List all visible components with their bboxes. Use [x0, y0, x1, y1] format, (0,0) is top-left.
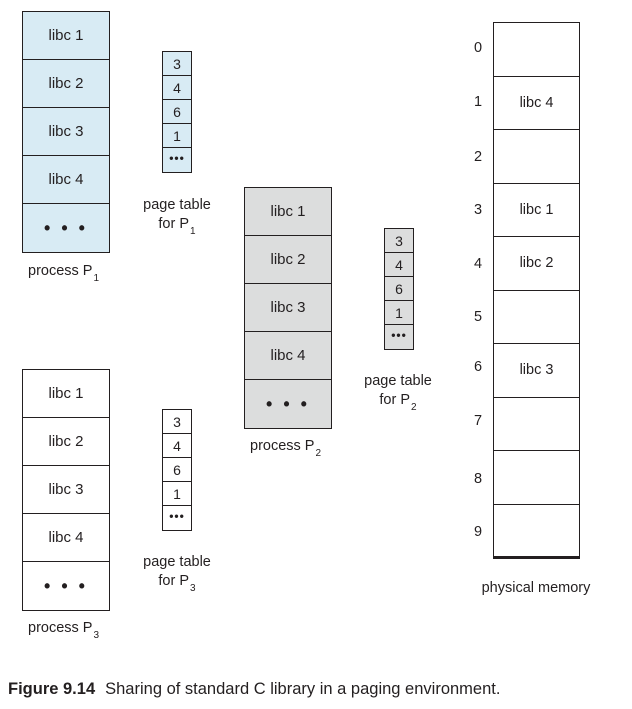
page-table-entry: 4 [163, 76, 191, 100]
process-p1-label: process P1 [28, 263, 100, 284]
process-p3-page-2: libc 3 [23, 466, 109, 514]
frame-number: 6 [473, 359, 483, 375]
process-p1-page-1: libc 2 [23, 60, 109, 108]
page-table-entry: 6 [163, 100, 191, 124]
process-p1-block: libc 1 libc 2 libc 3 libc 4 • • • [22, 11, 110, 253]
process-p2-block: libc 1 libc 2 libc 3 libc 4 • • • [244, 187, 332, 429]
page-table-entry: 4 [163, 434, 191, 458]
page-table-entry: 3 [163, 410, 191, 434]
process-p2-ellipsis: • • • [266, 393, 310, 414]
memory-frame-0 [494, 23, 579, 77]
frame-number: 3 [473, 202, 483, 218]
physical-memory-bottom-edge [493, 556, 580, 558]
process-p1-ellipsis: • • • [44, 217, 88, 238]
process-p1-page-0: libc 1 [23, 12, 109, 60]
process-label-text: process [250, 438, 301, 454]
process-label-text: process [28, 620, 79, 636]
memory-frame-8 [494, 451, 579, 505]
page-table-entry: 3 [163, 52, 191, 76]
frame-number: 4 [473, 256, 483, 272]
memory-frame-3: libc 1 [494, 184, 579, 237]
frame-number: 7 [473, 413, 483, 429]
page-table-ellipsis: ••• [169, 509, 185, 523]
page-table-caption-line1: page table [143, 197, 211, 213]
frame-number: 9 [473, 524, 483, 540]
process-p2-page-3: libc 4 [245, 332, 331, 380]
memory-frame-6: libc 3 [494, 344, 579, 398]
page-table-p1: 3 4 6 1 ••• [162, 51, 192, 173]
process-p3-label: process P3 [28, 620, 100, 641]
process-p2-label: process P2 [250, 438, 322, 459]
frame-number: 2 [473, 149, 483, 165]
figure-text: Sharing of standard C library in a pagin… [105, 680, 501, 698]
page-table-ellipsis: ••• [169, 151, 185, 165]
figure-caption: Figure 9.14 Sharing of standard C library… [8, 680, 500, 699]
memory-frame-1: libc 4 [494, 77, 579, 130]
page-table-entry: 3 [385, 229, 413, 253]
process-p3-ellipsis: • • • [44, 575, 88, 596]
page-table-entry: 1 [163, 124, 191, 148]
process-p3-page-3: libc 4 [23, 514, 109, 562]
process-p3-block: libc 1 libc 2 libc 3 libc 4 • • • [22, 369, 110, 611]
page-table-p2: 3 4 6 1 ••• [384, 228, 414, 350]
page-table-p2-caption: page table for P2 [353, 372, 443, 413]
page-table-caption-line2: for P2 [379, 392, 417, 413]
frame-number: 8 [473, 471, 483, 487]
physical-memory-block: libc 4 libc 1 libc 2 libc 3 [493, 22, 580, 559]
process-p2-page-2: libc 3 [245, 284, 331, 332]
process-label-text: process [28, 263, 79, 279]
page-table-p3: 3 4 6 1 ••• [162, 409, 192, 531]
frame-number: 1 [473, 94, 483, 110]
page-table-caption-line2: for P3 [158, 573, 196, 594]
page-table-caption-line1: page table [143, 554, 211, 570]
process-p1-page-3: libc 4 [23, 156, 109, 204]
process-p1-page-2: libc 3 [23, 108, 109, 156]
process-subscript: 3 [93, 630, 100, 641]
process-subscript: 1 [93, 273, 100, 284]
process-subscript: 2 [315, 448, 322, 459]
page-table-entry: 6 [163, 458, 191, 482]
page-table-ellipsis: ••• [391, 328, 407, 342]
figure-number: Figure 9.14 [8, 680, 96, 698]
process-p3-page-0: libc 1 [23, 370, 109, 418]
memory-frame-2 [494, 130, 579, 184]
process-p2-page-0: libc 1 [245, 188, 331, 236]
page-table-caption-line2: for P1 [158, 216, 196, 237]
memory-frame-4: libc 2 [494, 237, 579, 291]
process-p3-page-1: libc 2 [23, 418, 109, 466]
frame-number: 5 [473, 309, 483, 325]
memory-frame-5 [494, 291, 579, 344]
frame-number: 0 [473, 40, 483, 56]
page-table-caption-line1: page table [364, 373, 432, 389]
memory-frame-7 [494, 398, 579, 451]
memory-frame-9 [494, 505, 579, 559]
page-table-p1-caption: page table for P1 [132, 196, 222, 237]
page-table-entry: 4 [385, 253, 413, 277]
page-table-p3-caption: page table for P3 [132, 553, 222, 594]
physical-memory-label: physical memory [481, 580, 591, 596]
page-table-entry: 1 [385, 301, 413, 325]
page-table-entry: 1 [163, 482, 191, 506]
process-p2-page-1: libc 2 [245, 236, 331, 284]
page-table-entry: 6 [385, 277, 413, 301]
